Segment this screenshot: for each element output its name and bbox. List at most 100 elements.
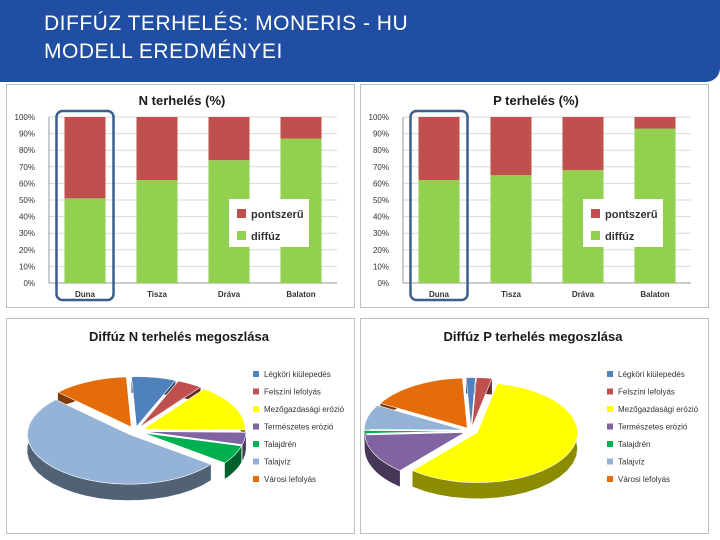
x-tick-label: Dráva <box>572 290 595 299</box>
y-tick-label: 60% <box>373 179 389 188</box>
legend-swatch <box>607 476 613 482</box>
legend-swatch <box>253 406 259 412</box>
y-tick-label: 20% <box>19 246 35 255</box>
legend-label: pontszerű <box>605 209 658 221</box>
p-load-bar-chart: P terhelés (%) 0% 10% 20% 30% 40% 50% 60% 70% 80%… <box>369 93 691 302</box>
pie-slice <box>411 383 578 483</box>
legend-swatch <box>607 458 613 465</box>
pie-slice-side <box>242 432 246 461</box>
pie-slice <box>131 376 176 428</box>
n-load-bar-chart: N terhelés (%) 0% 10% 20% 30% 40% 50% 60% 70% 80%… <box>15 93 337 302</box>
y-tick-label: 30% <box>19 229 35 238</box>
legend-swatch <box>607 371 613 377</box>
legend-label: Légköri kiülepedés <box>618 370 685 379</box>
x-tick-label: Dráva <box>218 290 241 299</box>
legend-label: diffúz <box>251 231 281 243</box>
legend-label: Felszíni lefolyás <box>618 388 675 397</box>
legend-label: Talajvíz <box>264 458 291 467</box>
legend-swatch <box>607 406 613 412</box>
legend-label: Természetes erózió <box>264 423 334 432</box>
legend-label: Felszíni lefolyás <box>264 388 321 397</box>
pie-slice-side <box>412 383 578 499</box>
pie-slice <box>142 388 246 431</box>
y-tick-label: 90% <box>373 130 389 139</box>
x-tick-label: Tisza <box>501 290 521 299</box>
y-tick-label: 70% <box>19 163 35 172</box>
bar-segment-diffuz <box>136 180 178 283</box>
bar-segment-pontszeru <box>490 117 532 176</box>
pie-slice <box>139 380 202 428</box>
legend-swatch <box>253 458 259 465</box>
chart-title: N terhelés (%) <box>139 93 226 108</box>
y-tick-label: 100% <box>15 113 35 122</box>
y-tick-label: 0% <box>23 279 35 288</box>
diffuse-p-pie-chart: Diffúz P terhelés megoszlása Légköri kiül… <box>363 329 699 499</box>
y-tick-label: 80% <box>19 146 35 155</box>
y-tick-label: 50% <box>19 196 35 205</box>
pie-slice <box>57 376 132 428</box>
x-tick-label: Balaton <box>640 290 669 299</box>
chart-title: Diffúz N terhelés megoszlása <box>89 329 270 344</box>
legend-label: Természetes erózió <box>618 423 688 432</box>
bar-segment-pontszeru <box>280 117 322 139</box>
pie-slice <box>465 377 476 428</box>
n-load-bar-chart-panel: N terhelés (%) 0% 10% 20% 30% 40% 50% 60% 70% 80%… <box>6 84 355 308</box>
p-load-bar-chart-panel: P terhelés (%) 0% 10% 20% 30% 40% 50% 60% 70% 80%… <box>360 84 709 308</box>
bar-segment-pontszeru <box>634 117 676 129</box>
title-banner: DIFFÚZ TERHELÉS: MONERIS - HU MODELL ERE… <box>0 0 720 82</box>
highlight-box <box>409 109 469 302</box>
pie-slice-side <box>224 446 242 479</box>
legend-swatch <box>237 231 246 240</box>
bar-segment-diffuz <box>418 180 460 283</box>
y-tick-label: 90% <box>19 130 35 139</box>
pie-slice <box>364 432 466 471</box>
x-tick-label: Duna <box>75 290 96 299</box>
y-tick-label: 10% <box>19 262 35 271</box>
pie-slice <box>27 399 212 485</box>
pie-slice <box>363 430 465 434</box>
bar-segment-pontszeru <box>136 117 178 181</box>
x-tick-label: Duna <box>429 290 450 299</box>
y-tick-label: 20% <box>373 246 389 255</box>
y-tick-label: 50% <box>373 196 389 205</box>
legend-label: Talajdrén <box>618 440 650 449</box>
legend-label: Mezőgazdasági erózió <box>264 405 345 414</box>
y-tick-label: 60% <box>19 179 35 188</box>
diffuse-n-pie-chart-panel: Diffúz N terhelés megoszlása Légköri kiül… <box>6 318 355 534</box>
y-tick-label: 80% <box>373 146 389 155</box>
chart-title: P terhelés (%) <box>493 93 579 108</box>
legend-swatch <box>253 371 259 377</box>
page-title-line-1: DIFFÚZ TERHELÉS: MONERIS - HU <box>44 12 409 35</box>
legend-swatch <box>607 423 613 430</box>
bar-segment-diffuz <box>64 198 106 283</box>
pie-slice <box>143 431 247 446</box>
legend-label: Légköri kiülepedés <box>264 370 331 379</box>
legend-label: pontszerű <box>251 209 304 221</box>
legend-swatch <box>253 388 259 395</box>
y-tick-label: 10% <box>373 262 389 271</box>
diffuse-n-pie-chart: Diffúz N terhelés megoszlása Légköri kiül… <box>27 329 345 501</box>
legend-swatch <box>237 209 246 218</box>
y-tick-label: 70% <box>373 163 389 172</box>
page-title-line-2: MODELL EREDMÉNYEI <box>44 40 283 63</box>
highlight-box <box>55 109 115 302</box>
legend-swatch <box>253 423 259 430</box>
pie-slice-side <box>364 435 400 487</box>
pie-slice <box>471 377 493 428</box>
bar-segment-pontszeru <box>64 117 106 199</box>
legend-label: diffúz <box>605 231 635 243</box>
diffuse-p-pie-chart-panel: Diffúz P terhelés megoszlása Légköri kiül… <box>360 318 709 534</box>
bar-segment-pontszeru <box>208 117 250 161</box>
legend-swatch <box>591 209 600 218</box>
pie-slice <box>363 405 465 431</box>
legend-label: Városi lefolyás <box>264 475 316 484</box>
chart-title: Diffúz P terhelés megoszlása <box>444 329 624 344</box>
bar-segment-pontszeru <box>418 117 460 181</box>
legend-label: Városi lefolyás <box>618 475 670 484</box>
y-tick-label: 30% <box>373 229 389 238</box>
legend-label: Talajdrén <box>264 440 296 449</box>
legend-swatch <box>607 388 613 395</box>
pie-slice <box>379 377 468 429</box>
legend-label: Talajvíz <box>618 458 645 467</box>
legend-swatch <box>253 476 259 482</box>
